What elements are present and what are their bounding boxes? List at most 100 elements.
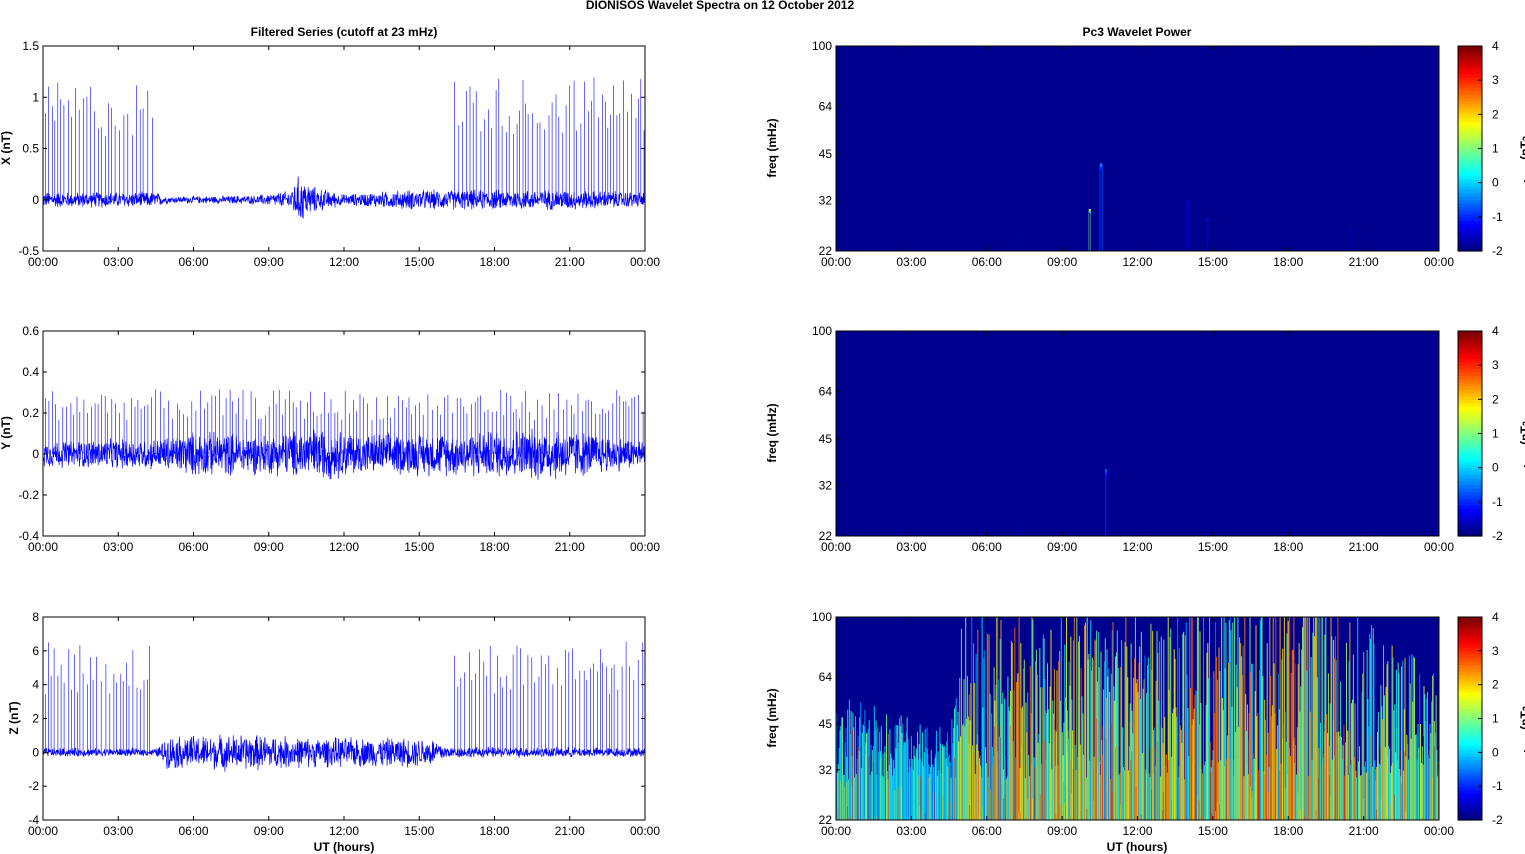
power-column [950, 777, 952, 820]
colorbar-band [1458, 769, 1482, 774]
x-tick-label: 03:00 [896, 824, 926, 838]
x-tick-label: 12:00 [1122, 540, 1152, 554]
colorbar-tick-label: 3 [1492, 73, 1499, 87]
colorbar-band [1458, 216, 1482, 221]
power-streak [873, 761, 874, 820]
power-streak [1313, 766, 1314, 820]
power-column [1068, 661, 1070, 820]
power-column [1052, 700, 1054, 820]
power-column [1404, 658, 1406, 820]
power-streak [1004, 795, 1006, 820]
power-column [1194, 694, 1196, 820]
colorbar-band [1458, 237, 1482, 242]
power-column [1371, 767, 1373, 820]
power-streak [1420, 758, 1421, 820]
power-streak [972, 754, 973, 820]
power-streak [1387, 757, 1388, 820]
power-column [1178, 648, 1180, 820]
power-column [892, 775, 894, 820]
power-column [1016, 673, 1018, 820]
colorbar-band [1458, 460, 1482, 465]
power-column [1246, 731, 1248, 820]
power-column [1123, 770, 1125, 820]
colorbar-tick-label: 1 [1492, 712, 1499, 726]
power-streak [1196, 794, 1198, 820]
power-streak [884, 752, 885, 820]
colorbar-band [1458, 436, 1482, 441]
colorbar-band [1458, 199, 1482, 204]
colorbar-band [1458, 725, 1482, 730]
power-column [1212, 750, 1214, 820]
colorbar-band [1458, 186, 1482, 191]
power-column [1222, 709, 1224, 820]
power-column [1032, 619, 1034, 820]
power-column [1221, 617, 1223, 820]
power-column [1284, 711, 1286, 820]
power-streak [1252, 758, 1254, 820]
colorbar-band [1458, 694, 1482, 699]
colorbar-band [1458, 647, 1482, 652]
x-tick-label: 15:00 [404, 540, 434, 554]
y-tick-label: 100 [812, 324, 832, 338]
colorbar-band [1458, 148, 1482, 153]
colorbar-band [1458, 151, 1482, 156]
colorbar-tick-label: -1 [1492, 495, 1503, 509]
power-column [1434, 732, 1436, 820]
colorbar-band [1458, 169, 1482, 174]
y-axis-label-y: Y (nT) [0, 416, 13, 450]
power-streak [969, 804, 971, 820]
power-column [959, 678, 961, 820]
power-column [923, 765, 925, 820]
power-column [838, 748, 840, 820]
power-column [1172, 708, 1174, 820]
power-column [1005, 779, 1007, 820]
y-tick-label: 32 [819, 478, 833, 492]
power-column [879, 732, 881, 820]
power-streak [1122, 771, 1124, 820]
power-column [965, 617, 967, 820]
power-streak [1064, 802, 1065, 820]
power-streak [991, 764, 993, 820]
power-streak [1109, 817, 1110, 820]
power-column [1389, 773, 1391, 820]
colorbar-band [1458, 368, 1482, 373]
power-column [1073, 617, 1075, 820]
y-tick-label: 45 [819, 147, 833, 161]
power-column [1384, 746, 1386, 820]
power-streak [1131, 751, 1133, 820]
power-column [881, 775, 883, 820]
power-column [1003, 769, 1005, 820]
power-column [1196, 691, 1198, 820]
power-column [1037, 742, 1039, 820]
power-column [1321, 617, 1323, 820]
power-column [903, 744, 905, 820]
power-streak [1020, 812, 1021, 820]
y-tick-label: 32 [819, 193, 833, 207]
power-streak [1438, 761, 1439, 820]
power-column [1197, 617, 1199, 820]
power-column [1228, 620, 1230, 820]
power-column [1256, 716, 1258, 820]
power-column [1203, 617, 1205, 820]
power-column [1218, 647, 1220, 820]
power-column [939, 727, 941, 820]
y-axis-label-z: Z (nT) [7, 701, 21, 734]
power-column [894, 725, 896, 820]
power-column [1282, 648, 1284, 820]
power-column [1352, 654, 1354, 820]
colorbar-band [1458, 681, 1482, 686]
freq-label-x: freq (mHz) [765, 118, 779, 177]
power-column [1126, 646, 1128, 820]
power-streak [1182, 818, 1183, 820]
colorbar-band [1458, 792, 1482, 797]
power-column [1170, 628, 1172, 820]
colorbar-band [1458, 488, 1482, 493]
power-streak [1129, 722, 1131, 820]
power-streak [1178, 765, 1180, 820]
power-column [1215, 656, 1217, 820]
colorbar-tick-label: 0 [1492, 461, 1499, 475]
colorbar-band [1458, 52, 1482, 57]
power-column [1060, 617, 1062, 820]
power-background [836, 331, 1439, 536]
power-column [961, 725, 963, 820]
